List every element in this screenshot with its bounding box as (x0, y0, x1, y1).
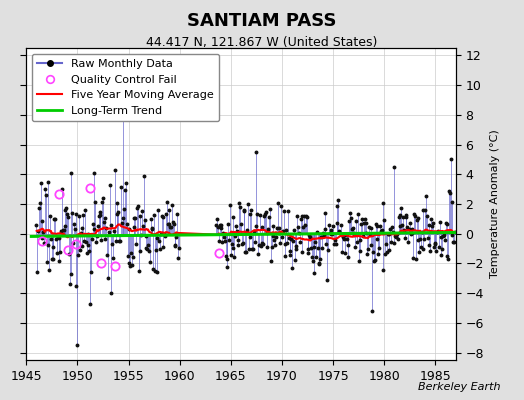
Y-axis label: Temperature Anomaly (°C): Temperature Anomaly (°C) (489, 130, 500, 278)
Legend: Raw Monthly Data, Quality Control Fail, Five Year Moving Average, Long-Term Tren: Raw Monthly Data, Quality Control Fail, … (32, 54, 219, 121)
Text: Berkeley Earth: Berkeley Earth (418, 382, 500, 392)
Text: 44.417 N, 121.867 W (United States): 44.417 N, 121.867 W (United States) (146, 36, 378, 49)
Text: SANTIAM PASS: SANTIAM PASS (187, 12, 337, 30)
